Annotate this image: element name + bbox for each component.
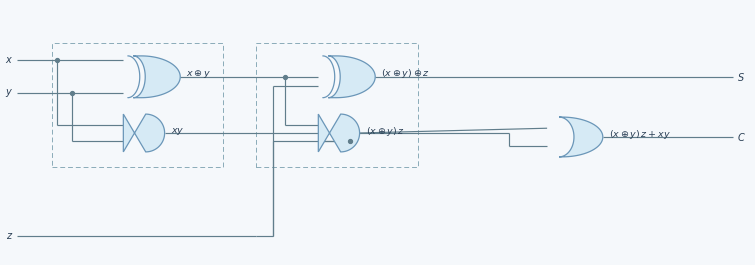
Polygon shape bbox=[559, 117, 602, 157]
Polygon shape bbox=[123, 114, 165, 152]
Text: $y$: $y$ bbox=[5, 87, 13, 99]
Text: $(x \oplus y)\,z + xy$: $(x \oplus y)\,z + xy$ bbox=[609, 129, 670, 142]
Text: $x \oplus y$: $x \oplus y$ bbox=[186, 68, 211, 80]
Polygon shape bbox=[328, 56, 375, 98]
Text: $z$: $z$ bbox=[5, 231, 13, 241]
Text: $S$: $S$ bbox=[737, 71, 745, 83]
Polygon shape bbox=[134, 56, 180, 98]
Text: $C$: $C$ bbox=[737, 131, 746, 143]
Text: $(x \oplus y)\,z$: $(x \oplus y)\,z$ bbox=[365, 125, 405, 138]
Bar bbox=[256, 43, 418, 167]
Text: $x$: $x$ bbox=[5, 55, 13, 65]
Bar bbox=[51, 43, 223, 167]
Text: $xy$: $xy$ bbox=[171, 126, 184, 136]
Polygon shape bbox=[319, 114, 359, 152]
Text: $(x \oplus y) \oplus z$: $(x \oplus y) \oplus z$ bbox=[381, 67, 430, 80]
